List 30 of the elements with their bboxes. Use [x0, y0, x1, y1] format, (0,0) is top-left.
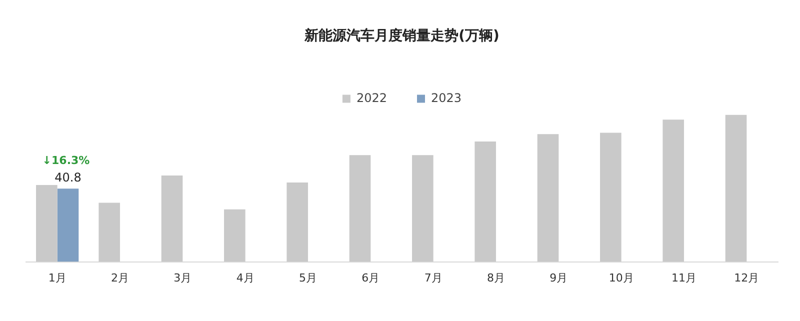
bar: [36, 184, 58, 262]
bar: [412, 155, 434, 262]
bar: [349, 155, 371, 262]
x-tick-label: 11月: [672, 271, 696, 284]
x-tick-label: 4月: [236, 271, 254, 284]
chart-title: 新能源汽车月度销量走势(万辆): [304, 27, 500, 44]
bar: [98, 202, 120, 262]
bar: [662, 120, 684, 262]
bar: [57, 188, 79, 262]
x-tick-label: 8月: [487, 271, 505, 284]
x-tick-label: 12月: [734, 271, 760, 284]
bar: [537, 134, 559, 262]
x-tick-label: 6月: [362, 271, 380, 284]
legend-label: 2023: [431, 90, 462, 105]
data-label: 40.8: [54, 170, 82, 185]
x-tick-label: 7月: [424, 271, 442, 284]
bar: [286, 182, 308, 262]
annotation: ↓16.3%: [42, 154, 90, 167]
x-tick-label: 5月: [299, 271, 317, 284]
legend-label: 2022: [356, 90, 388, 105]
x-tick-label: 2月: [111, 271, 129, 284]
x-tick-label: 3月: [174, 271, 192, 284]
x-tick-label: 9月: [550, 271, 568, 284]
bar: [725, 114, 747, 262]
x-tick-label: 10月: [608, 271, 634, 284]
bar: [600, 132, 622, 262]
bar: [161, 175, 183, 262]
bar: [474, 142, 496, 262]
bar: [224, 209, 246, 262]
x-tick-label: 1月: [48, 271, 66, 284]
